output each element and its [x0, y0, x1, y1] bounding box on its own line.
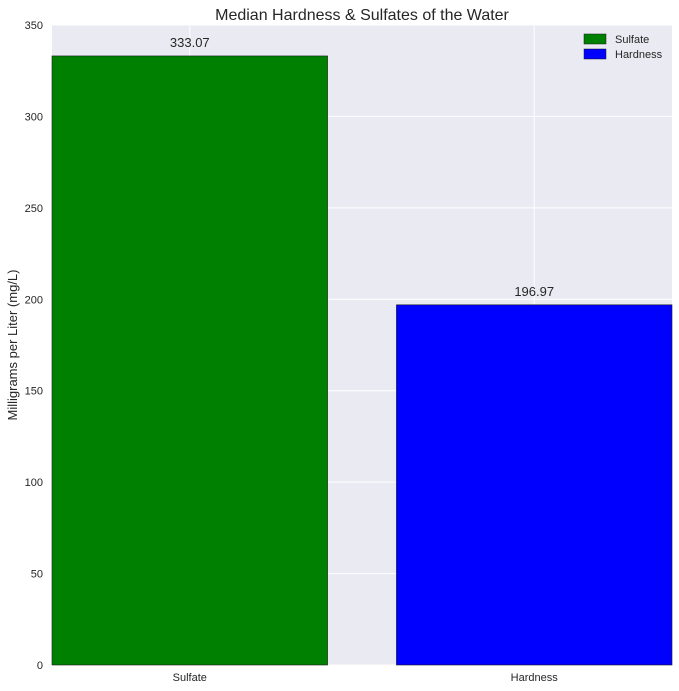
y-tick-label: 300 — [25, 111, 43, 123]
legend-swatch-hardness — [583, 48, 607, 60]
y-axis-label: Milligrams per Liter (mg/L) — [5, 270, 20, 421]
y-tick-label: 200 — [25, 294, 43, 306]
legend: Sulfate Hardness — [583, 33, 663, 61]
legend-label-hardness: Hardness — [615, 49, 663, 61]
y-tick-label: 0 — [37, 660, 43, 672]
x-axis-ticks: Sulfate Hardness — [173, 672, 559, 684]
data-labels: 333.07 196.97 — [170, 35, 554, 299]
bars — [51, 55, 673, 666]
chart-title: Median Hardness & Sulfates of the Water — [215, 7, 509, 24]
data-label-hardness: 196.97 — [514, 284, 554, 299]
data-label-sulfate: 333.07 — [170, 35, 210, 50]
y-tick-label: 350 — [25, 20, 43, 32]
bar-hardness — [396, 304, 673, 666]
x-tick-label: Hardness — [511, 672, 559, 684]
y-tick-label: 100 — [25, 477, 43, 489]
x-tick-label: Sulfate — [173, 672, 207, 684]
y-tick-label: 250 — [25, 203, 43, 215]
y-tick-label: 150 — [25, 386, 43, 398]
y-tick-label: 50 — [31, 569, 43, 581]
legend-label-sulfate: Sulfate — [615, 34, 649, 46]
legend-swatch-sulfate — [583, 33, 607, 45]
y-axis-ticks: 0 50 100 150 200 250 300 350 — [25, 20, 43, 672]
bar-sulfate — [51, 55, 328, 666]
